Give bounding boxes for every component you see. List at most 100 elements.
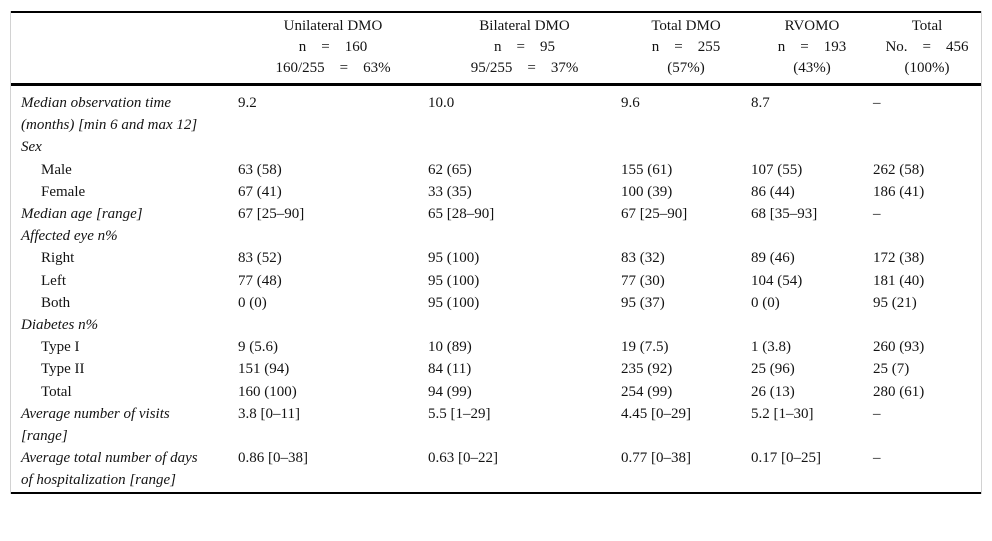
cell: 262 (58) xyxy=(873,161,925,178)
cell: 0.77 [0–38] xyxy=(621,450,691,467)
row-label: Average total number of days of hospital… xyxy=(21,450,198,489)
cell: 254 (99) xyxy=(621,383,673,400)
column-pct: (43%) xyxy=(793,60,831,76)
cell xyxy=(873,225,981,247)
table-row: Sex xyxy=(11,136,981,158)
cell: 65 [28–90] xyxy=(428,206,495,223)
cell: 95 (37) xyxy=(621,294,665,311)
cell: 5.5 [1–29] xyxy=(428,405,491,422)
cell: 186 (41) xyxy=(873,183,925,200)
cell: 86 (44) xyxy=(751,183,795,200)
column-title: Unilateral DMO xyxy=(283,18,383,34)
cell: 25 (7) xyxy=(873,361,910,378)
cell: – xyxy=(873,450,881,467)
cell: 151 (94) xyxy=(238,361,290,378)
row-label: Type II xyxy=(41,361,85,378)
cell xyxy=(873,314,981,336)
cell: 89 (46) xyxy=(751,250,795,267)
cell: 67 [25–90] xyxy=(621,206,688,223)
column-header-rvomo: RVOMO n = 193 (43%) xyxy=(751,12,873,85)
table-row: Affected eye n% xyxy=(11,225,981,247)
row-label: Left xyxy=(41,272,66,289)
cell: 8.7 xyxy=(751,95,770,111)
cell: 33 (35) xyxy=(428,183,472,200)
cell: 260 (93) xyxy=(873,339,925,356)
row-label: Type I xyxy=(41,339,80,356)
cell: 9 (5.6) xyxy=(238,339,278,356)
row-label: Average number of visits [range] xyxy=(21,405,170,445)
cell: 62 (65) xyxy=(428,161,472,178)
data-table: Unilateral DMO n = 160 160/255 = 63% Bil… xyxy=(11,11,981,494)
cell: 235 (92) xyxy=(621,361,673,378)
cell: 77 (48) xyxy=(238,272,282,289)
column-n: n = 160 xyxy=(298,39,368,55)
cell: 0.86 [0–38] xyxy=(238,450,308,467)
row-label: Affected eye n% xyxy=(21,228,118,245)
table-row: Median age [range] 67 [25–90] 65 [28–90]… xyxy=(11,203,981,225)
column-n: n = 95 xyxy=(494,39,555,55)
cell: 95 (100) xyxy=(428,272,480,289)
table-row: Female 67 (41) 33 (35) 100 (39) 86 (44) … xyxy=(11,181,981,203)
cell: 68 [35–93] xyxy=(751,206,818,223)
column-n: n = 255 xyxy=(651,39,721,55)
cell: 1 (3.8) xyxy=(751,339,791,356)
table-header: Unilateral DMO n = 160 160/255 = 63% Bil… xyxy=(11,12,981,85)
header-row: Unilateral DMO n = 160 160/255 = 63% Bil… xyxy=(11,12,981,85)
table-row: Median observation time (months) [min 6 … xyxy=(11,85,981,137)
cell: 95 (100) xyxy=(428,250,480,267)
cell: 19 (7.5) xyxy=(621,339,669,356)
cell: 181 (40) xyxy=(873,272,925,289)
cell xyxy=(428,136,621,158)
cell: 0 (0) xyxy=(751,294,780,311)
table-row: Diabetes n% xyxy=(11,314,981,336)
cell xyxy=(751,314,873,336)
column-n: No. = 456 xyxy=(885,39,969,55)
cell: 95 (21) xyxy=(873,294,917,311)
column-header-bilateral-dmo: Bilateral DMO n = 95 95/255 = 37% xyxy=(428,12,621,85)
cell: 172 (38) xyxy=(873,250,925,267)
column-pct: 160/255 = 63% xyxy=(275,60,391,76)
row-label: Diabetes n% xyxy=(21,317,99,334)
column-header-empty xyxy=(11,12,238,85)
row-label: Median age [range] xyxy=(21,206,143,223)
table-body: Median observation time (months) [min 6 … xyxy=(11,85,981,493)
cell: 10 (89) xyxy=(428,339,472,356)
row-label: Female xyxy=(41,183,86,200)
column-pct: (57%) xyxy=(667,60,705,76)
cell: 94 (99) xyxy=(428,383,472,400)
cell: – xyxy=(873,405,881,422)
column-n: n = 193 xyxy=(777,39,847,55)
cell: 83 (52) xyxy=(238,250,282,267)
cell xyxy=(751,136,873,158)
cell: 25 (96) xyxy=(751,361,795,378)
cell: 84 (11) xyxy=(428,361,472,378)
cell: 5.2 [1–30] xyxy=(751,405,814,422)
cell: 0 (0) xyxy=(238,294,267,311)
column-header-total-dmo: Total DMO n = 255 (57%) xyxy=(621,12,751,85)
cell: 9.6 xyxy=(621,95,640,111)
cell: 4.45 [0–29] xyxy=(621,405,691,422)
cell xyxy=(238,225,428,247)
table-row: Male 63 (58) 62 (65) 155 (61) 107 (55) 2… xyxy=(11,159,981,181)
row-label: Both xyxy=(41,294,71,311)
cell xyxy=(621,136,751,158)
column-title: Bilateral DMO xyxy=(479,18,570,34)
table-row: Left 77 (48) 95 (100) 77 (30) 104 (54) 1… xyxy=(11,270,981,292)
table-row: Average number of visits [range] 3.8 [0–… xyxy=(11,403,981,447)
cell: 63 (58) xyxy=(238,161,282,178)
cell xyxy=(751,225,873,247)
cell xyxy=(428,225,621,247)
row-label: Male xyxy=(41,161,72,178)
cell: 3.8 [0–11] xyxy=(238,405,300,422)
cell: 9.2 xyxy=(238,95,257,111)
cell: 160 (100) xyxy=(238,383,297,400)
cell: 155 (61) xyxy=(621,161,673,178)
row-label: Sex xyxy=(21,139,42,156)
cell: 83 (32) xyxy=(621,250,665,267)
table-row: Type I 9 (5.6) 10 (89) 19 (7.5) 1 (3.8) … xyxy=(11,336,981,358)
column-pct: (100%) xyxy=(904,60,950,76)
cell xyxy=(621,314,751,336)
column-pct: 95/255 = 37% xyxy=(470,60,579,76)
cell xyxy=(873,136,981,158)
cell: 10.0 xyxy=(428,95,455,111)
